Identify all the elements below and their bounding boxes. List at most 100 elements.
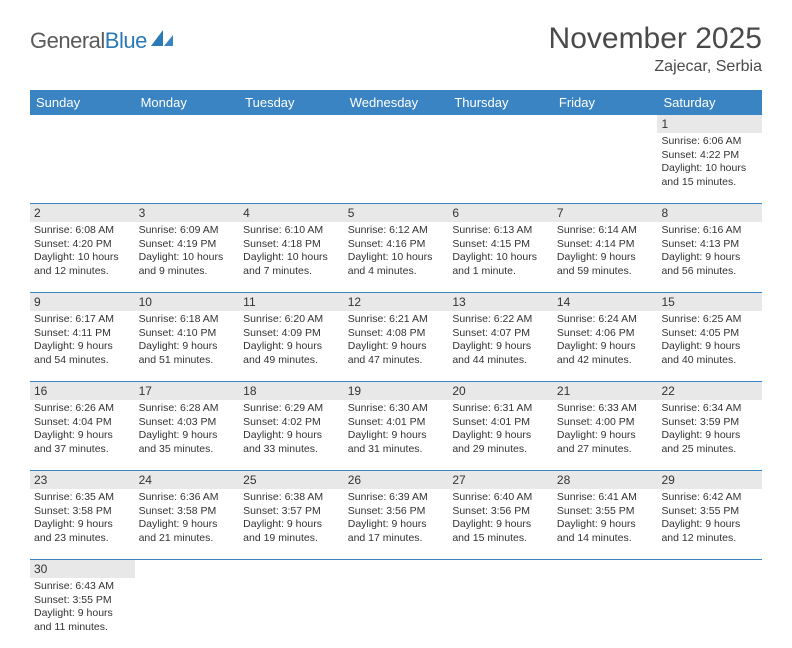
sunrise-line: Sunrise: 6:14 AM	[557, 224, 654, 238]
daylight-line1: Daylight: 9 hours	[34, 518, 131, 532]
sunset-line: Sunset: 4:22 PM	[661, 149, 758, 163]
day-header-tue: Tuesday	[239, 90, 344, 115]
week-row: Sunrise: 6:08 AMSunset: 4:20 PMDaylight:…	[30, 222, 762, 293]
sail-icon	[149, 28, 175, 53]
sunrise-line: Sunrise: 6:18 AM	[139, 313, 236, 327]
day-details: Sunrise: 6:35 AMSunset: 3:58 PMDaylight:…	[34, 491, 131, 546]
day-number: 25	[239, 471, 344, 489]
weeks-container: 1 Sunrise: 6:06 AMSunset: 4:22 PM Daylight…	[30, 115, 762, 648]
day-number: 30	[30, 560, 135, 578]
sunrise-line: Sunrise: 6:31 AM	[452, 402, 549, 416]
sunset-line: Sunset: 4:09 PM	[243, 327, 340, 341]
day-details: Sunrise: 6:08 AMSunset: 4:20 PMDaylight:…	[34, 224, 131, 279]
day-cell	[657, 578, 762, 648]
day-number	[448, 115, 553, 133]
day-cell	[239, 133, 344, 203]
day-number: 10	[135, 293, 240, 311]
day-cell	[239, 578, 344, 648]
day-number	[344, 560, 449, 578]
daynum-row: 23242526272829	[30, 471, 762, 489]
day-header-sat: Saturday	[657, 90, 762, 115]
day-number: 1	[657, 115, 762, 133]
day-cell: Sunrise: 6:22 AMSunset: 4:07 PMDaylight:…	[448, 311, 553, 381]
day-cell	[448, 133, 553, 203]
day-header-fri: Friday	[553, 90, 658, 115]
day-details: Sunrise: 6:24 AMSunset: 4:06 PMDaylight:…	[557, 313, 654, 368]
day-cell: Sunrise: 6:26 AMSunset: 4:04 PMDaylight:…	[30, 400, 135, 470]
day-cell: Sunrise: 6:41 AMSunset: 3:55 PMDaylight:…	[553, 489, 658, 559]
day-details: Sunrise: 6:16 AMSunset: 4:13 PMDaylight:…	[661, 224, 758, 279]
day-cell: Sunrise: 6:39 AMSunset: 3:56 PMDaylight:…	[344, 489, 449, 559]
daylight-line2: and 49 minutes.	[243, 354, 340, 368]
daylight-line2: and 11 minutes.	[34, 621, 131, 635]
day-details: Sunrise: 6:33 AMSunset: 4:00 PMDaylight:…	[557, 402, 654, 457]
sunrise-line: Sunrise: 6:20 AM	[243, 313, 340, 327]
day-number	[553, 560, 658, 578]
sunrise-line: Sunrise: 6:13 AM	[452, 224, 549, 238]
daylight-line1: Daylight: 9 hours	[557, 340, 654, 354]
day-cell: Sunrise: 6:40 AMSunset: 3:56 PMDaylight:…	[448, 489, 553, 559]
sunrise-line: Sunrise: 6:25 AM	[661, 313, 758, 327]
day-number: 13	[448, 293, 553, 311]
day-cell: Sunrise: 6:35 AMSunset: 3:58 PMDaylight:…	[30, 489, 135, 559]
sunset-line: Sunset: 3:58 PM	[139, 505, 236, 519]
day-number	[657, 560, 762, 578]
day-number	[448, 560, 553, 578]
day-number: 27	[448, 471, 553, 489]
day-number	[239, 115, 344, 133]
sunrise-line: Sunrise: 6:26 AM	[34, 402, 131, 416]
sunrise-line: Sunrise: 6:36 AM	[139, 491, 236, 505]
day-cell: Sunrise: 6:17 AMSunset: 4:11 PMDaylight:…	[30, 311, 135, 381]
sunset-line: Sunset: 3:55 PM	[661, 505, 758, 519]
day-number: 5	[344, 204, 449, 222]
day-number: 21	[553, 382, 658, 400]
daylight-line2: and 40 minutes.	[661, 354, 758, 368]
sunset-line: Sunset: 4:18 PM	[243, 238, 340, 252]
sunrise-line: Sunrise: 6:43 AM	[34, 580, 131, 594]
daylight-line1: Daylight: 9 hours	[348, 340, 445, 354]
day-number: 19	[344, 382, 449, 400]
day-details: Sunrise: 6:42 AMSunset: 3:55 PMDaylight:…	[661, 491, 758, 546]
day-cell	[344, 578, 449, 648]
day-details: Sunrise: 6:12 AMSunset: 4:16 PMDaylight:…	[348, 224, 445, 279]
day-cell: Sunrise: 6:20 AMSunset: 4:09 PMDaylight:…	[239, 311, 344, 381]
title-block: November 2025 Zajecar, Serbia	[549, 22, 762, 76]
daylight-line1: Daylight: 9 hours	[452, 340, 549, 354]
sunset-line: Sunset: 4:20 PM	[34, 238, 131, 252]
day-details: Sunrise: 6:43 AMSunset: 3:55 PMDaylight:…	[34, 580, 131, 635]
daylight-line2: and 1 minute.	[452, 265, 549, 279]
day-number: 12	[344, 293, 449, 311]
day-cell: Sunrise: 6:43 AMSunset: 3:55 PMDaylight:…	[30, 578, 135, 648]
day-details: Sunrise: 6:13 AMSunset: 4:15 PMDaylight:…	[452, 224, 549, 279]
day-details: Sunrise: 6:29 AMSunset: 4:02 PMDaylight:…	[243, 402, 340, 457]
day-details: Sunrise: 6:21 AMSunset: 4:08 PMDaylight:…	[348, 313, 445, 368]
day-number: 20	[448, 382, 553, 400]
sunset-line: Sunset: 3:55 PM	[34, 594, 131, 608]
week-row: Sunrise: 6:17 AMSunset: 4:11 PMDaylight:…	[30, 311, 762, 382]
daylight-line2: and 25 minutes.	[661, 443, 758, 457]
day-details: Sunrise: 6:34 AMSunset: 3:59 PMDaylight:…	[661, 402, 758, 457]
day-details: Sunrise: 6:20 AMSunset: 4:09 PMDaylight:…	[243, 313, 340, 368]
sunrise-line: Sunrise: 6:06 AM	[661, 135, 758, 149]
day-number: 16	[30, 382, 135, 400]
day-details: Sunrise: 6:09 AMSunset: 4:19 PMDaylight:…	[139, 224, 236, 279]
day-details: Sunrise: 6:22 AMSunset: 4:07 PMDaylight:…	[452, 313, 549, 368]
day-number: 18	[239, 382, 344, 400]
daylight-line1: Daylight: 9 hours	[452, 429, 549, 443]
day-number	[135, 560, 240, 578]
logo-word2: Blue	[105, 28, 147, 53]
sunrise-line: Sunrise: 6:30 AM	[348, 402, 445, 416]
sunrise-line: Sunrise: 6:17 AM	[34, 313, 131, 327]
day-cell	[448, 578, 553, 648]
day-details: Sunrise: 6:10 AMSunset: 4:18 PMDaylight:…	[243, 224, 340, 279]
sunset-line: Sunset: 4:15 PM	[452, 238, 549, 252]
daylight-line1: Daylight: 10 hours	[139, 251, 236, 265]
day-cell: Sunrise: 6:36 AMSunset: 3:58 PMDaylight:…	[135, 489, 240, 559]
daylight-line1: Daylight: 9 hours	[243, 340, 340, 354]
location: Zajecar, Serbia	[549, 58, 762, 76]
day-cell	[135, 578, 240, 648]
daynum-row: 2345678	[30, 204, 762, 222]
calendar: Sunday Monday Tuesday Wednesday Thursday…	[30, 90, 762, 648]
day-details: Sunrise: 6:26 AMSunset: 4:04 PMDaylight:…	[34, 402, 131, 457]
day-cell: Sunrise: 6:28 AMSunset: 4:03 PMDaylight:…	[135, 400, 240, 470]
